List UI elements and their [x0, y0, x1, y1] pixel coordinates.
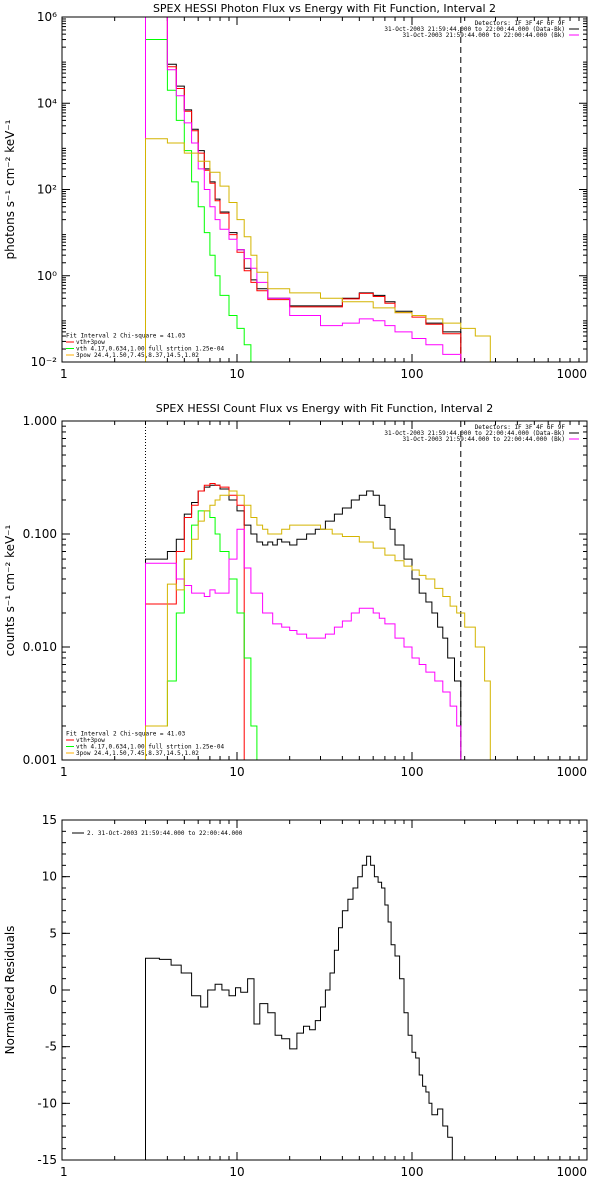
x-tick-label: 100: [401, 1165, 424, 1179]
count-flux-panel: SPEX HESSI Count Flux vs Energy with Fit…: [3, 402, 588, 779]
legend-entry: vth+3pow: [76, 737, 105, 744]
plot-frame: [61, 420, 588, 761]
legend-entry: Fit Interval 2 Chi-square = 41.03: [66, 731, 186, 738]
legend-entry: 3pow 24.4,1.50,7.45,8.37,14.5,1.02: [76, 352, 199, 359]
x-tick-label: 1000: [556, 367, 587, 381]
legend-entry: vth 4.17,0.634,1.00 full strtion 1.25e-0…: [76, 346, 224, 353]
legend-entry: vth 4.17,0.634,1.00 full strtion 1.25e-0…: [76, 744, 224, 751]
y-tick-label: 10: [42, 870, 57, 884]
y-tick-label: 0.010: [23, 640, 57, 654]
series-line-4: [145, 490, 491, 760]
series-line-3: [145, 528, 462, 760]
y-tick-label: 0.100: [23, 527, 57, 541]
x-tick-label: 1: [60, 765, 68, 779]
y-tick-label: -15: [37, 1153, 57, 1167]
x-tick-label: 100: [401, 367, 424, 381]
plot-frame: [61, 819, 588, 1161]
y-tick-label: 1.000: [23, 414, 57, 428]
series-group: [145, 483, 491, 760]
chart-title: SPEX HESSI Photon Flux vs Energy with Fi…: [153, 2, 496, 15]
series-line-4: [145, 138, 491, 362]
series-line-0: [145, 855, 461, 1160]
series-line-2: [145, 510, 263, 760]
x-tick-label: 10: [229, 367, 244, 381]
legend-entry: 31-Oct-2003 21:59:44.000 to 22:00:44.000…: [384, 430, 565, 437]
y-tick-label: 10²: [37, 183, 57, 197]
legend-entry: Fit Interval 2 Chi-square = 41.03: [66, 333, 186, 340]
x-tick-label: 1: [60, 367, 68, 381]
legend-entry: vth+3pow: [76, 339, 105, 346]
y-tick-label: -5: [45, 1040, 57, 1054]
y-tick-label: 10⁶: [37, 10, 57, 24]
x-tick-label: 100: [401, 765, 424, 779]
series-group: [145, 17, 491, 362]
y-tick-label: 15: [42, 813, 57, 827]
series-line-1: [145, 17, 462, 362]
photon-flux-panel: SPEX HESSI Photon Flux vs Energy with Fi…: [3, 2, 588, 381]
legend-entry: 31-Oct-2003 21:59:44.000 to 22:00:44.000…: [384, 26, 565, 33]
y-tick-label: -10: [37, 1096, 57, 1110]
y-tick-label: 10⁻²: [31, 355, 58, 369]
chart-title: SPEX HESSI Count Flux vs Energy with Fit…: [156, 402, 493, 415]
series-group: [145, 855, 461, 1160]
legend-entry: 31-Oct-2003 21:59:44.000 to 22:00:44.000…: [402, 32, 565, 39]
series-line-0: [145, 484, 462, 760]
y-axis-label: Normalized Residuals: [3, 926, 17, 1055]
y-tick-label: 0.001: [23, 753, 57, 767]
y-tick-label: 10⁰: [37, 269, 57, 283]
legend-entry: 31-Oct-2003 21:59:44.000 to 22:00:44.000…: [402, 436, 565, 443]
legend-entry: 2. 31-Oct-2003 21:59:44.000 to 22:00:44.…: [87, 830, 243, 837]
y-tick-label: 0: [49, 983, 57, 997]
x-tick-label: 10: [229, 1165, 244, 1179]
legend-entry: Detectors: 1F 3F 4F 6F 9F: [475, 424, 566, 431]
y-tick-label: 5: [49, 926, 57, 940]
series-line-3: [145, 17, 462, 362]
y-axis-label: photons s⁻¹ cm⁻² keV⁻¹: [3, 119, 17, 259]
x-tick-label: 10: [229, 765, 244, 779]
plot-frame: [61, 16, 588, 363]
x-tick-label: 1000: [556, 765, 587, 779]
legend-entry: 3pow 24.4,1.50,7.45,8.37,14.5,1.02: [76, 750, 199, 757]
legend-entry: Detectors: 1F 3F 4F 6F 9F: [475, 20, 566, 27]
y-axis-label: counts s⁻¹ cm⁻² keV⁻¹: [3, 524, 17, 656]
x-tick-label: 1000: [556, 1165, 587, 1179]
residuals-panel: Normalized Residuals 1 10 100 1000 -15 -10 -5 0 5…: [3, 813, 588, 1179]
x-tick-label: 1: [60, 1165, 68, 1179]
y-tick-label: 10⁴: [37, 96, 57, 110]
